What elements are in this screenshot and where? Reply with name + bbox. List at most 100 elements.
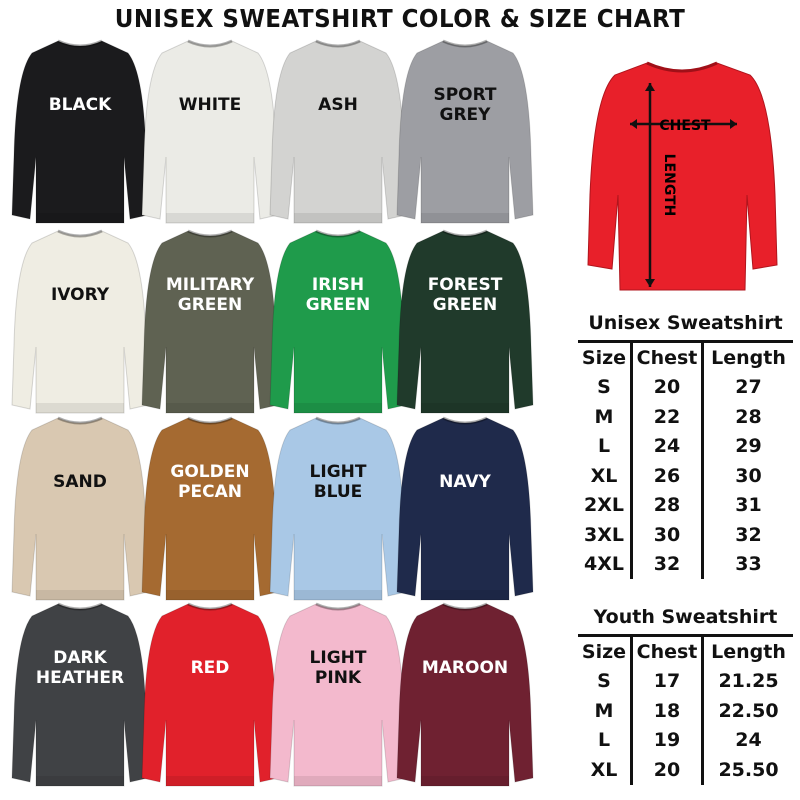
table-cell: 24 [735, 729, 762, 752]
table-cell: 3XL [584, 523, 624, 546]
table-row: S 17 21.25 [578, 666, 793, 696]
table-cell: S [597, 376, 611, 399]
sweatshirt-image [396, 39, 534, 224]
table-cell: 26 [630, 461, 704, 491]
table-cell: 20 [630, 372, 704, 402]
table-row: L 24 29 [578, 431, 793, 461]
color-name-label: MILITARY GREEN [165, 275, 255, 315]
sweatshirt-color-swatch[interactable]: LIGHT PINK [268, 598, 408, 793]
table-cell: 30 [630, 520, 704, 550]
sweatshirt-image [11, 39, 149, 224]
color-name-label: WHITE [178, 95, 242, 115]
youth-size-table: Youth Sweatshirt Size Chest Length S 17 21.25 M… [578, 606, 793, 785]
table-cell: 30 [735, 464, 762, 487]
table-row: 2XL 28 31 [578, 490, 793, 520]
color-name-label: FOREST GREEN [427, 275, 503, 315]
table-header-row: Size Chest Length [578, 637, 793, 667]
sweatshirt-color-swatch[interactable]: BLACK [10, 35, 150, 230]
column-header: Size [581, 346, 627, 369]
sweatshirt-image [141, 229, 279, 414]
table-row: M 18 22.50 [578, 696, 793, 726]
sweatshirt-image [396, 229, 534, 414]
table-title: Unisex Sweatshirt [588, 312, 783, 334]
color-name-label: RED [190, 658, 230, 678]
table-cell: 22.50 [718, 699, 779, 722]
sweatshirt-image [269, 39, 407, 224]
sweatshirt-color-swatch[interactable]: NAVY [395, 412, 535, 607]
size-diagram: CHEST LENGTH [585, 55, 780, 300]
color-name-label: GOLDEN PECAN [170, 462, 250, 502]
sweatshirt-image [141, 416, 279, 601]
sweatshirt-image [269, 602, 407, 787]
sweatshirt-diagram-shape [587, 62, 778, 291]
column-header: Chest [630, 637, 704, 667]
sweatshirt-image [141, 39, 279, 224]
table-cell: 18 [630, 696, 704, 726]
sweatshirt-color-swatch[interactable]: GOLDEN PECAN [140, 412, 280, 607]
table-cell: 32 [735, 523, 762, 546]
color-name-label: SPORT GREY [433, 85, 497, 125]
table-row: 3XL 30 32 [578, 520, 793, 550]
column-header: Length [711, 640, 786, 663]
sweatshirt-image [11, 416, 149, 601]
sweatshirt-color-swatch[interactable]: ASH [268, 35, 408, 230]
sweatshirt-image [11, 229, 149, 414]
sweatshirt-color-swatch[interactable]: RED [140, 598, 280, 793]
table-cell: 27 [735, 376, 762, 399]
table-row: M 22 28 [578, 402, 793, 432]
sweatshirt-color-swatch[interactable]: MILITARY GREEN [140, 225, 280, 420]
table-cell: M [594, 405, 614, 428]
column-header: Chest [630, 343, 704, 373]
table-cell: 29 [735, 435, 762, 458]
table-cell: L [597, 435, 611, 458]
table-row: XL 20 25.50 [578, 755, 793, 785]
color-name-label: ASH [318, 95, 358, 115]
color-name-label: LIGHT BLUE [309, 462, 367, 502]
sweatshirt-color-swatch[interactable]: FOREST GREEN [395, 225, 535, 420]
table-cell: 32 [630, 549, 704, 579]
sweatshirt-color-swatch[interactable]: SPORT GREY [395, 35, 535, 230]
sweatshirt-color-swatch[interactable]: IVORY [10, 225, 150, 420]
sweatshirt-image [396, 602, 534, 787]
color-name-label: SAND [53, 472, 107, 492]
table-row: 4XL 32 33 [578, 549, 793, 579]
color-name-label: LIGHT PINK [309, 648, 367, 688]
color-name-label: IVORY [50, 285, 110, 305]
column-header: Length [711, 346, 786, 369]
table-cell: 25.50 [718, 758, 779, 781]
sweatshirt-color-swatch[interactable]: LIGHT BLUE [268, 412, 408, 607]
color-name-label: NAVY [439, 472, 491, 492]
sweatshirt-color-swatch[interactable]: WHITE [140, 35, 280, 230]
table-cell: 17 [630, 666, 704, 696]
color-name-label: IRISH GREEN [305, 275, 371, 315]
color-name-label: MAROON [421, 658, 509, 678]
table-row: S 20 27 [578, 372, 793, 402]
sweatshirt-image [269, 416, 407, 601]
table-cell: 22 [630, 402, 704, 432]
table-header-row: Size Chest Length [578, 343, 793, 373]
table-cell: M [594, 699, 614, 722]
sweatshirt-image [11, 602, 149, 787]
sweatshirt-color-swatch[interactable]: SAND [10, 412, 150, 607]
color-name-label: DARK HEATHER [35, 648, 125, 688]
table-cell: L [597, 729, 611, 752]
table-row: XL 26 30 [578, 461, 793, 491]
table-cell: 28 [735, 405, 762, 428]
table-cell: 20 [630, 755, 704, 785]
page-title: UNISEX SWEATSHIRT COLOR & SIZE CHART [114, 4, 686, 33]
color-name-label: BLACK [48, 95, 112, 115]
table-cell: 24 [630, 431, 704, 461]
table-cell: 31 [735, 494, 762, 517]
table-cell: S [597, 670, 611, 693]
length-label: LENGTH [661, 154, 677, 217]
sweatshirt-color-swatch[interactable]: MAROON [395, 598, 535, 793]
sweatshirt-color-swatch[interactable]: DARK HEATHER [10, 598, 150, 793]
table-cell: 4XL [584, 553, 624, 576]
sweatshirt-image [141, 602, 279, 787]
sweatshirt-image [396, 416, 534, 601]
sweatshirt-color-swatch[interactable]: IRISH GREEN [268, 225, 408, 420]
unisex-size-table: Unisex Sweatshirt Size Chest Length S 20 27 M 22… [578, 312, 793, 579]
table-cell: 19 [630, 725, 704, 755]
table-cell: XL [590, 464, 618, 487]
table-cell: 21.25 [718, 670, 779, 693]
